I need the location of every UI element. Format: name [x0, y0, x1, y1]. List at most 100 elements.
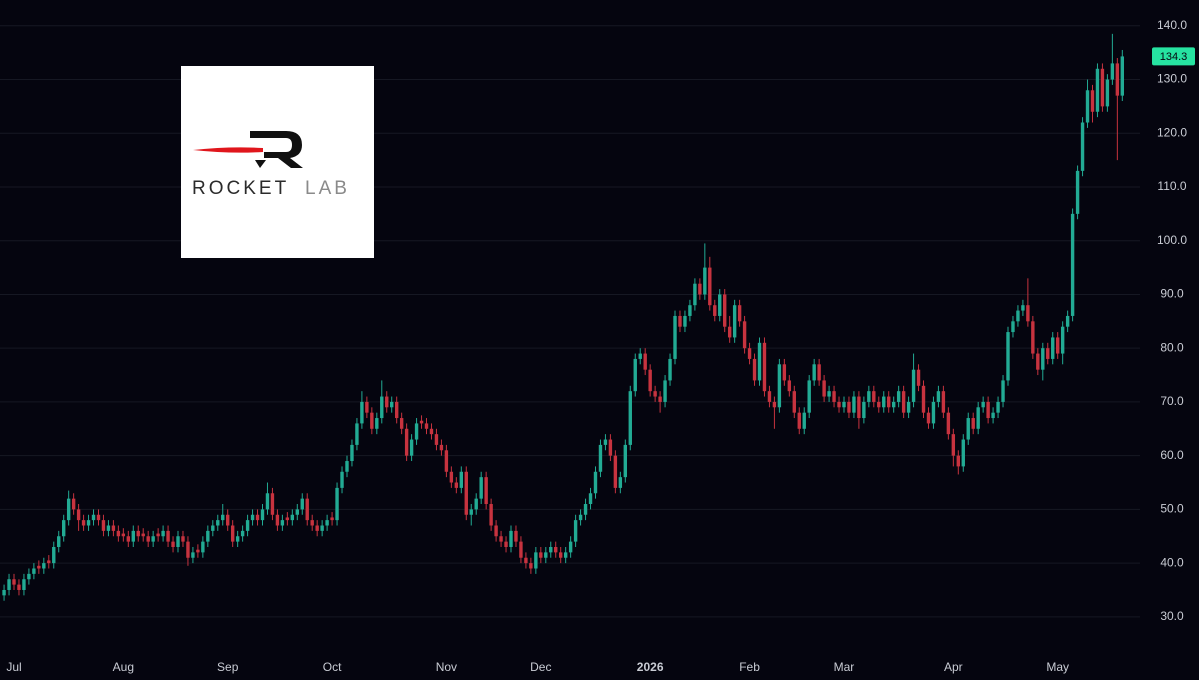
candle-body [906, 401, 911, 413]
candle-body [1056, 337, 1060, 354]
candle-body [1080, 122, 1085, 171]
candle-body [981, 401, 985, 408]
x-tick-label: Feb [739, 660, 760, 674]
candle-body [882, 396, 886, 408]
candle-body [166, 530, 170, 542]
candle-body [196, 549, 200, 553]
logo-word2: LAB [305, 178, 350, 199]
y-tick-label: 40.0 [1160, 555, 1184, 569]
candle-body [429, 428, 434, 435]
candle-body [494, 525, 498, 537]
candle-body [727, 326, 732, 338]
candle-body [802, 412, 806, 429]
logo-streak [193, 147, 263, 153]
candle-body [713, 305, 717, 316]
candle-body [633, 358, 637, 392]
candle-body [732, 305, 737, 338]
candle-body [752, 358, 757, 381]
candle-body [986, 401, 990, 419]
candle-body [514, 530, 518, 542]
candle-body [1001, 380, 1005, 402]
candle-body [71, 498, 76, 510]
candle-body [156, 533, 160, 537]
candle-body [931, 401, 936, 424]
x-tick-label: 2026 [637, 660, 664, 674]
candle-body [275, 514, 280, 526]
candle-body [230, 525, 235, 542]
candle-body [479, 477, 483, 499]
candle-body [847, 401, 851, 413]
y-tick-label: 30.0 [1160, 609, 1184, 623]
candle-body [22, 579, 26, 590]
x-tick-label: Dec [530, 660, 551, 674]
candle-body [867, 391, 871, 402]
candle-body [325, 520, 329, 526]
candle-body [1120, 56, 1125, 96]
candle-body [519, 541, 523, 558]
candle-body [216, 520, 220, 526]
candle-body [688, 305, 692, 316]
y-tick-label: 90.0 [1160, 287, 1184, 301]
candle-body [295, 509, 299, 515]
candle-body [568, 541, 573, 553]
candle-body [469, 509, 473, 515]
x-tick-label: Jul [6, 660, 21, 674]
x-tick-label: Mar [834, 660, 855, 674]
candle-body [17, 584, 21, 590]
candle-body [996, 401, 1000, 413]
candle-body [141, 533, 145, 537]
candle-body [355, 423, 359, 445]
candle-body [896, 391, 901, 402]
candle-body [683, 315, 687, 327]
candle-body [235, 536, 240, 542]
candle-body [409, 439, 414, 456]
candle-body [991, 412, 995, 419]
candle-body [852, 396, 856, 413]
candle-body [1021, 305, 1025, 311]
logo-r [250, 131, 303, 168]
last-price-tag [1152, 47, 1195, 66]
candle-body [345, 461, 349, 472]
candle-body [787, 380, 792, 392]
candle-body [1006, 332, 1010, 381]
candle-body [673, 315, 677, 359]
axes: 30.0 40.0 50.0 60.0 70.0 80.0 90.0 100.0 110.0 12… [6, 18, 1195, 674]
candle-body [663, 380, 667, 402]
candle-body [723, 294, 727, 327]
candle-body [1100, 68, 1105, 107]
candle-body [116, 530, 121, 537]
candle-body [171, 541, 175, 547]
candle-body [290, 514, 295, 521]
candle-body [1031, 321, 1035, 354]
candle-body [375, 418, 379, 429]
candle-body [966, 418, 970, 440]
candle-body [32, 568, 36, 574]
candle-body [509, 530, 513, 547]
candle-body [742, 321, 747, 349]
candle-body [891, 401, 896, 408]
x-tick-label: Sep [217, 660, 239, 674]
candles [2, 33, 1125, 601]
candle-body [678, 315, 682, 327]
candle-body [1070, 213, 1075, 316]
logo-word: ROCKET [192, 178, 289, 199]
y-tick-label: 120.0 [1157, 125, 1187, 139]
x-tick-label: Nov [436, 660, 457, 674]
candle-body [399, 418, 404, 429]
candle-body [146, 536, 150, 542]
candle-body [757, 342, 762, 381]
candle-body [101, 520, 106, 531]
candle-body [12, 579, 16, 585]
candle-body [265, 493, 270, 510]
candle-body [380, 396, 384, 419]
candle-body [961, 439, 965, 467]
candle-body [792, 391, 796, 413]
candle-body [201, 541, 205, 553]
candle-body [111, 525, 116, 531]
candle-body [703, 267, 707, 295]
candle-body [1095, 68, 1100, 112]
candle-body [1051, 337, 1055, 359]
candle-body [872, 391, 876, 402]
y-tick-label: 60.0 [1160, 448, 1184, 462]
